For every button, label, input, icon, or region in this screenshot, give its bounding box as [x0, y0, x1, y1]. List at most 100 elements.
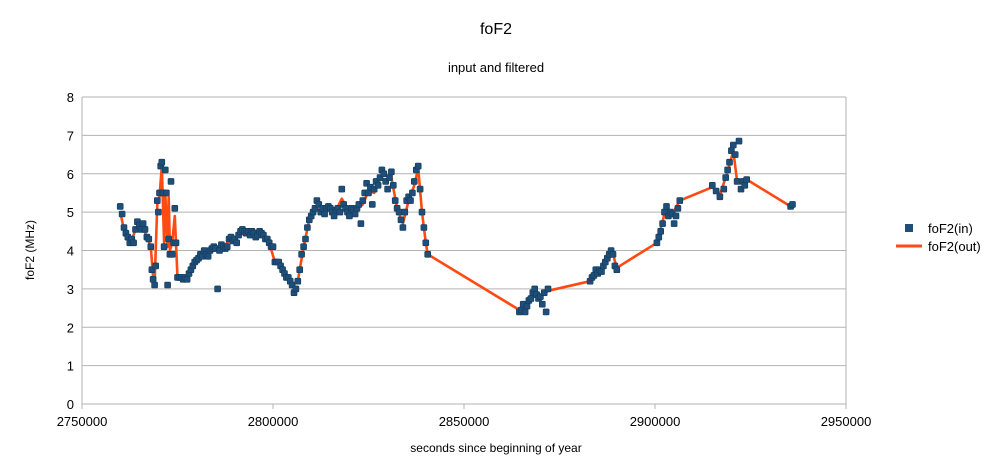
data-point-foF2-in: [300, 243, 307, 250]
data-point-foF2-in: [368, 201, 376, 208]
data-point-foF2-in: [158, 158, 166, 166]
data-point-foF2-in: [386, 174, 393, 181]
x-tick-label: 2950000: [821, 414, 872, 429]
data-point-foF2-in: [401, 208, 409, 216]
y-tick-label: 4: [67, 244, 74, 259]
y-tick-label: 6: [67, 167, 74, 182]
data-point-foF2-in: [659, 220, 666, 227]
y-tick-label: 2: [67, 320, 74, 335]
data-point-foF2-in: [141, 226, 149, 233]
data-point-foF2-in: [531, 285, 539, 293]
data-point-foF2-in: [147, 243, 155, 250]
data-point-foF2-in: [204, 253, 212, 260]
data-point-foF2-in: [160, 243, 168, 250]
x-tick-labels: 2750000 2800000 2850000 2900000 2950000: [57, 414, 872, 429]
data-point-foF2-in: [359, 197, 367, 204]
y-tick-label: 8: [67, 90, 74, 105]
data-point-foF2-in: [674, 205, 682, 212]
data-point-foF2-in: [164, 281, 171, 289]
x-axis-label: seconds since beginning of year: [410, 441, 581, 455]
data-point-foF2-in: [384, 185, 391, 193]
data-point-foF2-in: [302, 235, 309, 243]
gridlines: [81, 96, 847, 409]
x-tick-label: 2800000: [248, 414, 299, 429]
data-point-foF2-in: [116, 203, 124, 210]
data-point-foF2-in: [149, 275, 157, 283]
data-point-foF2-in: [395, 208, 403, 216]
data-point-foF2-in: [162, 166, 169, 174]
data-point-foF2-in: [407, 197, 414, 204]
data-point-foF2-in: [726, 158, 733, 166]
data-point-foF2-in: [389, 182, 397, 189]
data-point-foF2-in: [521, 308, 529, 316]
x-tick-label: 2900000: [630, 414, 681, 429]
chart-subtitle: input and filtered: [448, 60, 544, 75]
data-point-foF2-in: [380, 170, 388, 178]
data-point-foF2-in: [657, 228, 665, 235]
data-point-foF2-in: [729, 141, 737, 149]
data-point-foF2-in: [743, 176, 751, 183]
data-point-foF2-in: [544, 285, 552, 293]
data-point-foF2-in: [731, 151, 739, 158]
data-point-foF2-in: [410, 178, 418, 185]
data-point-foF2-in: [269, 243, 277, 250]
data-point-foF2-in: [424, 251, 432, 258]
data-point-foF2-in: [118, 210, 126, 218]
data-point-foF2-in: [120, 224, 128, 231]
data-point-foF2-in: [418, 208, 426, 216]
data-point-foF2-in: [152, 262, 159, 270]
data-point-foF2-in: [155, 208, 162, 216]
data-point-foF2-in: [294, 277, 302, 285]
data-point-foF2-in: [724, 166, 731, 174]
y-tick-label: 1: [67, 359, 74, 374]
y-tick-label: 7: [67, 128, 74, 143]
legend-label-output: foF2(out): [928, 239, 981, 254]
data-point-foF2-in: [163, 189, 170, 197]
x-tick-label: 2750000: [57, 414, 108, 429]
data-point-foF2-in: [304, 224, 311, 231]
data-point-foF2-in: [422, 239, 430, 247]
legend: foF2(in) foF2(out): [896, 221, 981, 254]
data-point-foF2-in: [365, 189, 372, 197]
x-tick-label: 2850000: [439, 414, 490, 429]
data-point-foF2-in: [733, 178, 741, 185]
data-point-foF2-in: [321, 210, 328, 218]
data-point-foF2-in: [420, 224, 428, 231]
y-tick-label: 0: [67, 397, 74, 412]
data-point-foF2-in: [233, 239, 240, 247]
data-point-foF2-in: [346, 212, 353, 220]
data-point-foF2-in: [720, 185, 728, 193]
data-point-foF2-in: [296, 266, 304, 274]
y-tick-label: 3: [67, 282, 74, 297]
data-point-foF2-in: [416, 185, 424, 193]
data-point-foF2-in: [391, 197, 399, 204]
data-point-foF2-in: [789, 201, 796, 208]
y-tick-labels: 0 1 2 3 4 5 6 7 8: [67, 90, 74, 412]
data-point-foF2-in: [653, 239, 661, 247]
data-point-foF2-in: [735, 137, 743, 145]
data-point-foF2-in: [598, 268, 605, 275]
data-point-foF2-in: [708, 182, 716, 189]
data-point-foF2-in: [292, 285, 300, 293]
data-point-foF2-in: [151, 281, 158, 289]
data-point-foF2-in: [336, 208, 344, 216]
data-point-foF2-in: [523, 302, 531, 310]
chart-title: foF2: [480, 21, 512, 38]
data-point-foF2-in: [670, 220, 678, 227]
data-point-foF2-in: [542, 308, 550, 316]
data-point-foF2-in: [145, 235, 153, 243]
y-tick-label: 5: [67, 205, 74, 220]
data-point-foF2-in: [183, 275, 191, 283]
y-axis-label: foF2 (MHz): [23, 220, 37, 280]
data-point-foF2-in: [330, 212, 338, 220]
data-point-foF2-in: [409, 189, 416, 197]
legend-label-input: foF2(in): [928, 221, 973, 236]
data-point-foF2-in: [663, 203, 670, 210]
data-point-foF2-in: [716, 193, 724, 201]
data-point-foF2-in: [399, 224, 407, 231]
series-line-foF2-out: [118, 149, 792, 312]
data-point-foF2-in: [214, 285, 221, 293]
data-point-foF2-in: [722, 174, 730, 181]
data-point-foF2-in: [168, 251, 176, 258]
